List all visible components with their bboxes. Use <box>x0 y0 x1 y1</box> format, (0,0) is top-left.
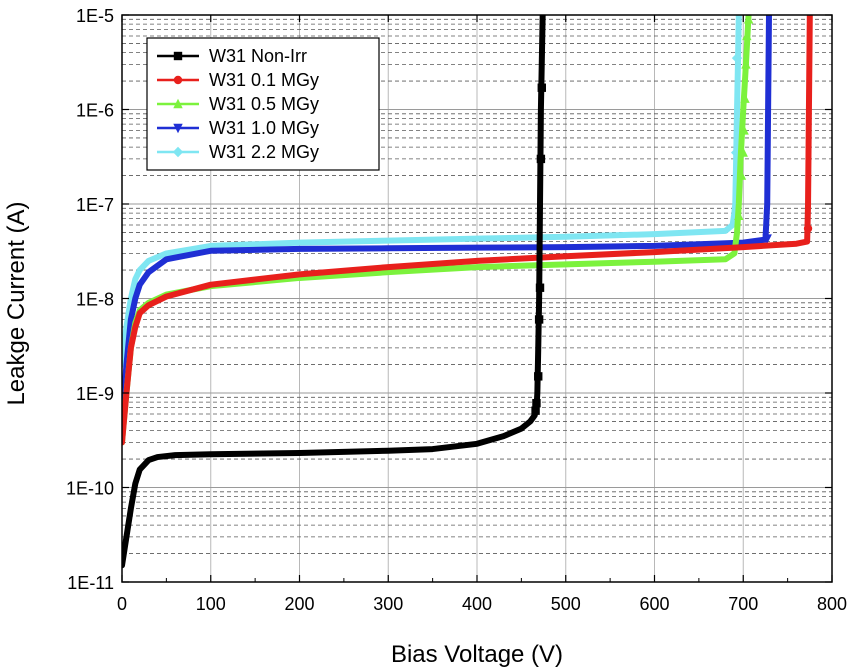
series-marker <box>730 147 742 158</box>
axis-ticks: 0 100 200 300 400 500 600 700 800 1E-11 1E-10 1E-9 1… <box>66 6 847 614</box>
series-marker <box>531 406 540 415</box>
series-marker <box>739 125 749 135</box>
y-tick-label: 1E-7 <box>76 195 114 215</box>
x-tick-label: 100 <box>196 594 226 614</box>
legend-marker <box>173 75 183 85</box>
series-marker <box>742 30 752 41</box>
series-marker <box>532 398 541 408</box>
x-tick-label: 0 <box>117 594 127 614</box>
legend-marker <box>173 98 183 109</box>
legend-marker <box>173 123 183 134</box>
legend-label: W31 0.1 MGy <box>209 70 319 90</box>
legend-marker <box>173 51 183 61</box>
series-marker <box>536 154 546 164</box>
legend-item: W31 1.0 MGy <box>157 118 319 138</box>
legend-label: W31 0.5 MGy <box>209 94 319 114</box>
y-tick-label: 1E-10 <box>66 479 114 499</box>
legend-label: W31 2.2 MGy <box>209 142 319 162</box>
legend: W31 Non-Irr W31 0.1 MGy W31 0.5 MGy W31 1.0… <box>146 37 380 171</box>
y-tick-label: 1E-11 <box>67 573 114 593</box>
legend-label: W31 Non-Irr <box>209 46 307 66</box>
series-line <box>122 15 772 425</box>
series-marker <box>537 83 546 92</box>
series-marker <box>734 210 744 221</box>
legend-item: W31 Non-Irr <box>157 46 307 66</box>
legend-item: W31 0.5 MGy <box>157 94 319 114</box>
legend-label: W31 1.0 MGy <box>209 118 319 138</box>
series-layer <box>122 15 813 569</box>
series-marker <box>741 59 751 69</box>
series-marker <box>535 283 545 292</box>
series-line <box>122 15 742 368</box>
x-tick-label: 400 <box>462 594 492 614</box>
x-tick-label: 300 <box>373 594 403 614</box>
series-marker <box>762 234 772 244</box>
y-tick-label: 1E-8 <box>76 290 114 310</box>
x-tick-label: 700 <box>728 594 758 614</box>
legend-item: W31 2.2 MGy <box>157 142 319 162</box>
series-line <box>122 15 546 569</box>
x-axis-title: Bias Voltage (V) <box>391 641 563 668</box>
series-marker <box>740 93 750 103</box>
series-w31-non-irr <box>122 15 546 569</box>
legend-marker <box>172 146 184 158</box>
series-marker <box>534 315 544 324</box>
series-marker <box>534 372 543 381</box>
x-tick-label: 600 <box>639 594 669 614</box>
y-tick-label: 1E-6 <box>76 101 114 121</box>
series-w31-1-0-mgy <box>122 15 772 425</box>
series-marker <box>731 52 743 64</box>
y-axis-title: Leakge Current (A) <box>3 201 30 405</box>
series-marker <box>743 15 754 24</box>
series-line <box>122 15 813 446</box>
series-marker <box>738 147 748 157</box>
series-marker <box>803 224 813 233</box>
series-marker <box>736 170 747 180</box>
legend-item: W31 0.1 MGy <box>157 70 319 90</box>
x-tick-label: 500 <box>551 594 581 614</box>
series-w31-0-1-mgy <box>122 15 813 446</box>
y-tick-label: 1E-9 <box>76 384 114 404</box>
y-tick-label: 1E-5 <box>76 6 114 26</box>
x-tick-label: 200 <box>284 594 314 614</box>
x-tick-label: 800 <box>817 594 847 614</box>
series-w31-2-2-mgy <box>122 15 743 368</box>
